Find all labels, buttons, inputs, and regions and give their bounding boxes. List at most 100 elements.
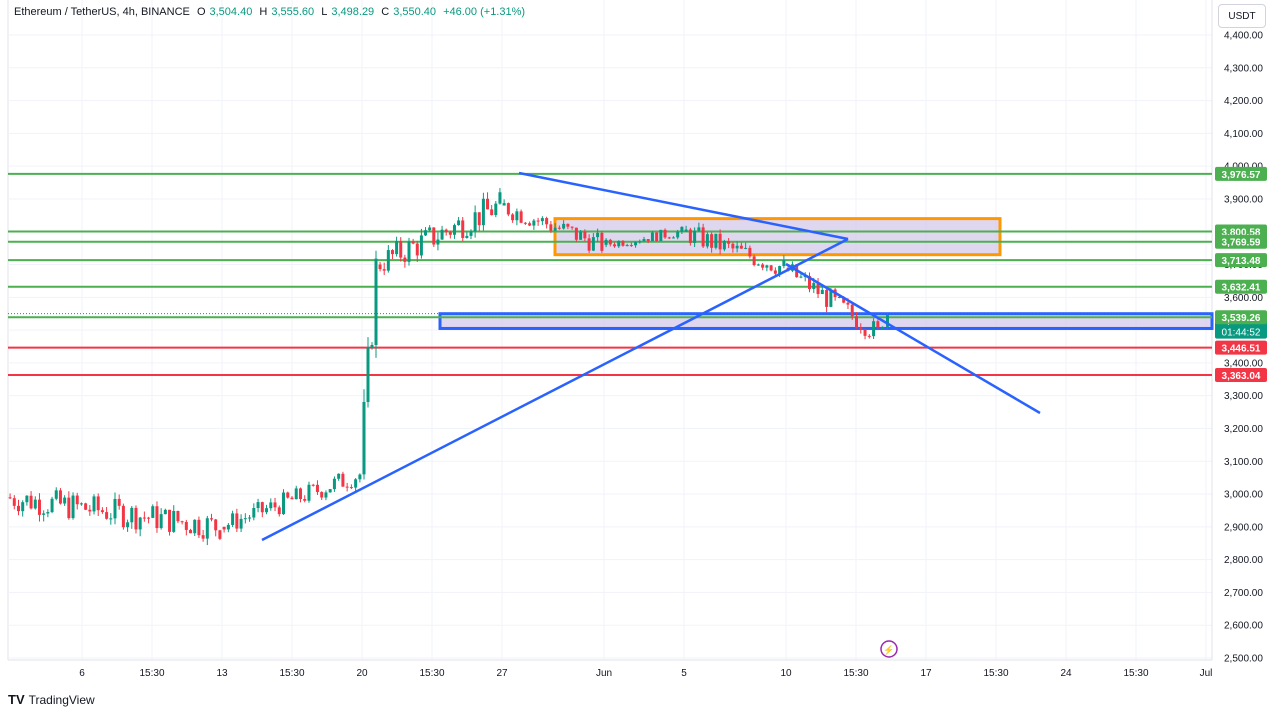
falling-trendline-lower bbox=[785, 262, 1041, 415]
candle-body bbox=[201, 535, 205, 539]
candle-body bbox=[411, 241, 415, 244]
high-label: H bbox=[259, 6, 268, 18]
candle-body bbox=[67, 497, 71, 519]
tradingview-brand[interactable]: TV TradingView bbox=[8, 692, 95, 707]
candle-body bbox=[872, 321, 876, 337]
candle-body bbox=[189, 529, 193, 534]
candle-body bbox=[540, 218, 544, 222]
candle-body bbox=[744, 247, 748, 249]
tradingview-logo-icon: TV bbox=[8, 692, 25, 707]
candle-body bbox=[583, 231, 587, 239]
candle-body bbox=[621, 241, 625, 246]
candle-body bbox=[634, 242, 638, 246]
candle-body bbox=[210, 518, 214, 520]
candle-body bbox=[54, 490, 58, 499]
candle-body bbox=[663, 229, 667, 238]
upper-zone bbox=[553, 217, 1002, 257]
candle-body bbox=[222, 526, 226, 530]
candle-body bbox=[440, 229, 444, 240]
candle-body bbox=[469, 231, 473, 236]
candle-body bbox=[650, 232, 654, 242]
candle-body bbox=[646, 239, 650, 242]
candle-body bbox=[142, 517, 146, 519]
price-label-box bbox=[1215, 253, 1267, 268]
falling-trendline-upper bbox=[518, 171, 849, 241]
candle-body bbox=[867, 335, 871, 337]
candle-body bbox=[58, 490, 62, 504]
candle-body bbox=[33, 499, 37, 509]
candle-body bbox=[84, 503, 88, 510]
candle-body bbox=[294, 488, 298, 500]
candle-body bbox=[782, 260, 786, 267]
candle-body bbox=[303, 499, 307, 501]
price-label-box bbox=[1215, 234, 1267, 249]
candle-body bbox=[506, 203, 510, 215]
candle-body bbox=[8, 497, 12, 499]
low-label: L bbox=[321, 6, 328, 18]
candle-body bbox=[465, 235, 469, 238]
x-tick-label: 15:30 bbox=[279, 668, 304, 679]
candle-body bbox=[265, 508, 269, 513]
candle-body bbox=[617, 241, 621, 247]
high-value: 3,555.60 bbox=[271, 6, 315, 18]
candle-body bbox=[876, 321, 880, 328]
price-label: 3,363.04 bbox=[1222, 371, 1261, 382]
x-tick-label: 15:30 bbox=[843, 668, 868, 679]
price-label: 3,446.51 bbox=[1222, 344, 1261, 355]
candle-body bbox=[461, 220, 465, 238]
candle-body bbox=[769, 265, 773, 271]
x-tick-label: 15:30 bbox=[983, 668, 1008, 679]
candle-body bbox=[557, 227, 561, 229]
y-tick-label: 3,100.00 bbox=[1224, 457, 1263, 468]
candle-body bbox=[390, 250, 394, 255]
candle-body bbox=[545, 218, 549, 225]
candle-body bbox=[168, 509, 172, 532]
candle-body bbox=[820, 289, 824, 295]
price-label: 3,632.41 bbox=[1222, 283, 1261, 294]
price-label-box bbox=[1215, 340, 1267, 355]
candle-body bbox=[46, 512, 50, 514]
candle-body bbox=[286, 492, 290, 498]
candle-body bbox=[846, 302, 850, 305]
symbol-title[interactable]: Ethereum / TetherUS, 4h, BINANCE bbox=[14, 6, 190, 18]
candle-body bbox=[50, 498, 54, 513]
candle-body bbox=[358, 474, 362, 480]
candle-body bbox=[290, 497, 294, 500]
candle-body bbox=[163, 509, 167, 515]
event-marker-icon bbox=[880, 640, 898, 658]
candle-body bbox=[88, 509, 92, 512]
currency-unit-button[interactable]: USDT bbox=[1218, 4, 1266, 28]
candle-body bbox=[829, 289, 833, 307]
candle-body bbox=[536, 220, 540, 222]
candle-body bbox=[432, 227, 436, 245]
candle-body bbox=[837, 296, 841, 298]
rising-trendline bbox=[261, 237, 849, 542]
candle-body bbox=[655, 232, 659, 242]
candle-body bbox=[863, 329, 867, 336]
candle-body bbox=[311, 484, 315, 486]
candle-body bbox=[688, 229, 692, 243]
candle-body bbox=[625, 245, 629, 247]
candle-body bbox=[362, 401, 366, 475]
candle-body bbox=[282, 492, 286, 515]
candle-body bbox=[850, 304, 854, 317]
candle-body bbox=[676, 231, 680, 238]
price-label: 3,539.26 bbox=[1222, 313, 1261, 324]
x-tick-label: Jul bbox=[1200, 668, 1213, 679]
close-label: C bbox=[381, 6, 390, 18]
low-value: 3,498.29 bbox=[331, 6, 375, 18]
candle-body bbox=[239, 518, 243, 529]
candle-body bbox=[731, 243, 735, 249]
candle-body bbox=[79, 503, 83, 505]
candle-body bbox=[307, 484, 311, 501]
candle-body bbox=[574, 227, 578, 240]
candle-body bbox=[214, 519, 218, 531]
candle-body bbox=[591, 237, 595, 251]
candle-body bbox=[21, 502, 25, 512]
candle-body bbox=[799, 276, 803, 278]
candle-body bbox=[490, 209, 494, 216]
candle-body bbox=[16, 505, 20, 512]
candle-body bbox=[886, 315, 889, 327]
